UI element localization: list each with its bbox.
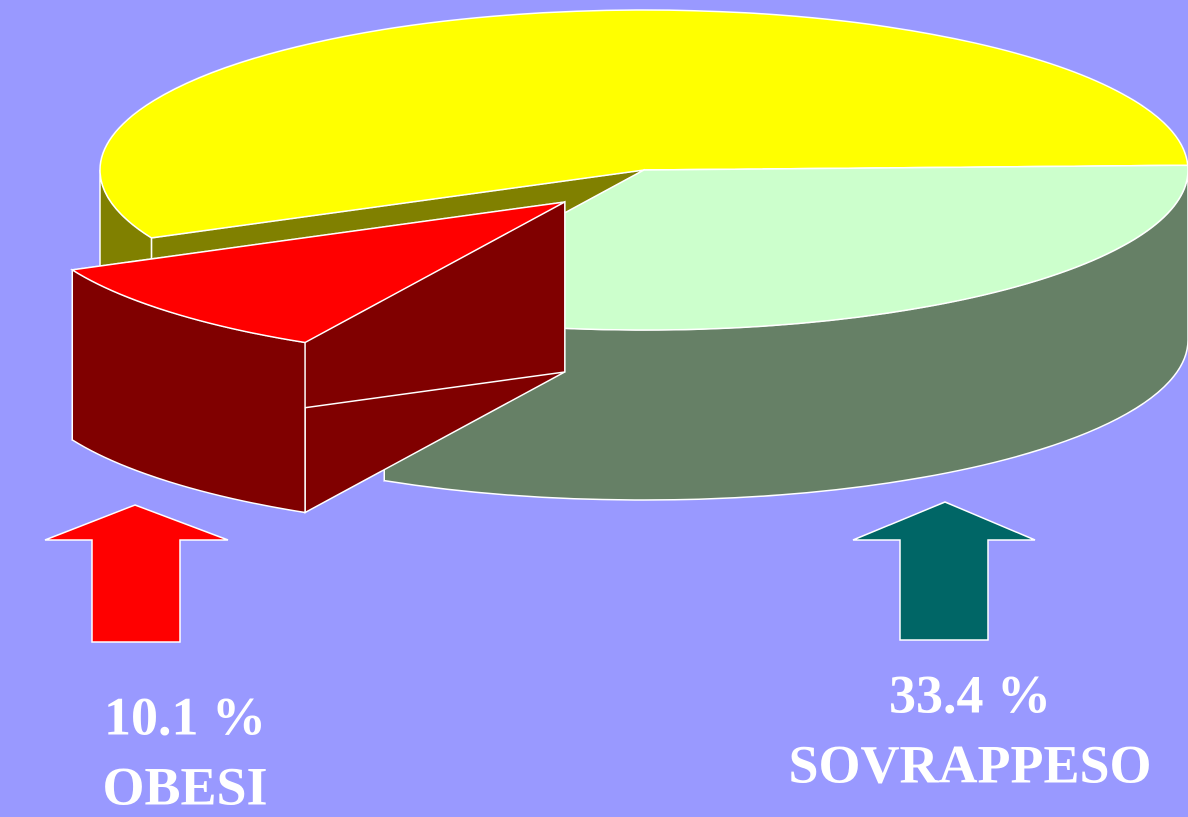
- slice-top: [70, 201, 566, 344]
- pie: [70, 9, 1188, 514]
- arrow-sovrappeso: [852, 501, 1036, 641]
- value-label: 33.4 %: [889, 664, 1051, 724]
- slice-top: [99, 9, 1188, 239]
- arrow-obesi: [44, 504, 229, 643]
- labels: 33.4 % SOVRAPPESO 10.1 % OBESI: [102, 664, 1151, 816]
- category-label: OBESI: [102, 756, 267, 816]
- category-label: SOVRAPPESO: [788, 734, 1151, 794]
- value-label: 10.1 %: [104, 686, 266, 746]
